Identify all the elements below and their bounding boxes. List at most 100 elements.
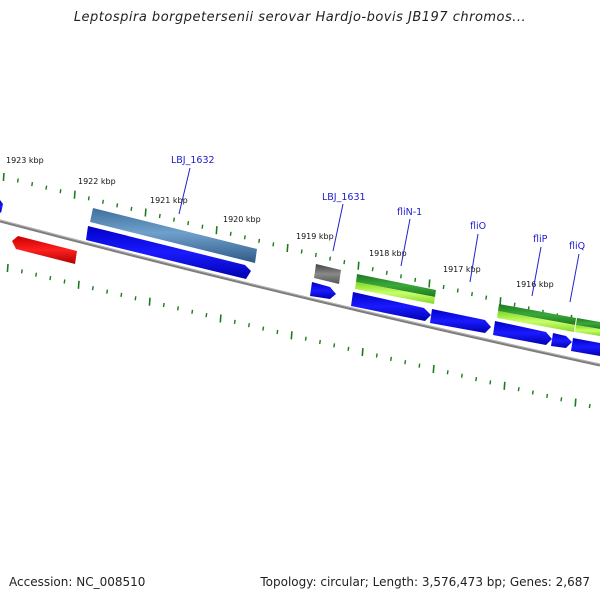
- ruler-label-1923: 1923 kbp: [6, 156, 44, 165]
- ruler-label-1922: 1922 kbp: [78, 177, 116, 186]
- ruler-tick-minor: [314, 252, 317, 258]
- cds-arrow-flio[interactable]: [430, 309, 491, 333]
- ruler-tick-minor: [404, 360, 407, 365]
- cds-arrow-flip[interactable]: [493, 321, 552, 345]
- gene-label-fliq[interactable]: fliQ: [569, 241, 585, 252]
- leader-fliq: [569, 253, 580, 303]
- cds-arrow-lbj1632[interactable]: [86, 226, 251, 279]
- ruler-tick-minor: [187, 220, 190, 226]
- ruler-tick-minor: [134, 296, 137, 301]
- gene-feature-flin1-cds[interactable]: [355, 282, 435, 304]
- gene-feature-flin1[interactable]: [356, 274, 436, 297]
- ruler-tick-minor: [375, 353, 378, 358]
- ruler-tick-minor: [162, 302, 165, 308]
- ruler-tick-minor: [319, 339, 321, 345]
- gene-feature-lbj1632[interactable]: [90, 208, 257, 263]
- gene-label-lbj1631[interactable]: LBJ_1631: [322, 192, 366, 203]
- ruler-tick-major: [77, 280, 80, 289]
- leader-flin1: [400, 218, 411, 267]
- gene-label-flin1[interactable]: fliN-1: [397, 207, 422, 218]
- ruler-tick-minor: [371, 267, 374, 272]
- topology-summary: Topology: circular; Length: 3,576,473 bp…: [260, 575, 590, 589]
- ruler-tick-major: [428, 279, 431, 288]
- ruler-tick-major: [503, 381, 506, 390]
- ruler-tick-minor: [258, 238, 261, 244]
- ruler-tick-major: [6, 263, 9, 273]
- ruler-tick-major: [148, 297, 151, 306]
- ruler-tick-minor: [63, 279, 66, 284]
- ruler-tick-minor: [347, 346, 350, 351]
- leader-flio: [469, 233, 479, 283]
- ruler-tick-major: [574, 398, 577, 407]
- ruler-tick-minor: [390, 356, 392, 362]
- ruler-label-1917: 1917 kbp: [443, 265, 481, 274]
- ruler-tick-minor: [106, 289, 109, 294]
- cds-arrow-fliq[interactable]: [551, 333, 572, 348]
- ruler-tick-minor: [272, 242, 275, 247]
- cds-arrow-lbj1631[interactable]: [310, 282, 336, 299]
- cds-reverse-arrow[interactable]: [12, 236, 77, 264]
- cds-arrow-flin1[interactable]: [351, 292, 431, 321]
- backbone-highlight: [0, 219, 600, 365]
- gene-feature-flip[interactable]: [498, 304, 576, 325]
- ruler-tick-major: [144, 208, 147, 217]
- gene-feature-lbj1631[interactable]: [314, 264, 341, 284]
- ruler-tick-minor: [343, 259, 346, 265]
- ruler-tick-minor: [248, 323, 250, 328]
- ruler-tick-minor: [546, 393, 549, 399]
- inner-ruler-ticks: [6, 263, 591, 409]
- gene-feature-flip-cds[interactable]: [497, 311, 575, 332]
- ruler-tick-minor: [276, 329, 279, 335]
- outer-ruler-ticks: [2, 172, 600, 329]
- ruler-tick-major: [215, 226, 218, 235]
- ruler-tick-minor: [588, 403, 591, 409]
- ruler-tick-major: [357, 261, 360, 270]
- ruler-tick-minor: [87, 196, 90, 201]
- gene-label-lbj1632[interactable]: LBJ_1632: [171, 155, 215, 166]
- leader-lbj1632: [178, 167, 191, 215]
- gene-label-flip[interactable]: fliP: [533, 234, 548, 245]
- cds-arrow-next[interactable]: [571, 338, 600, 356]
- ruler-tick-minor: [130, 206, 133, 212]
- ruler-tick-minor: [475, 376, 478, 382]
- ruler-tick-major: [432, 364, 435, 374]
- ruler-tick-major: [73, 190, 76, 199]
- gene-label-flio[interactable]: fliO: [470, 221, 486, 232]
- cds-arrow-edge[interactable]: [0, 200, 3, 213]
- ruler-tick-minor: [400, 274, 402, 279]
- ruler-tick-minor: [456, 288, 459, 293]
- ruler-tick-major: [499, 297, 502, 306]
- ruler-label-1918: 1918 kbp: [369, 249, 407, 258]
- accession-label: Accession: NC_008510: [9, 575, 146, 589]
- ruler-tick-minor: [205, 312, 208, 318]
- ruler-tick-minor: [35, 272, 38, 277]
- ruler-label-1921: 1921 kbp: [150, 196, 188, 205]
- gene-feature-fliq[interactable]: [576, 318, 600, 329]
- ruler-tick-minor: [31, 181, 34, 187]
- gene-feature-fliq-cds[interactable]: [575, 325, 600, 336]
- ruler-tick-minor: [513, 302, 516, 307]
- ruler-tick-minor: [177, 306, 179, 311]
- ruler-tick-minor: [158, 213, 161, 219]
- ruler-tick-minor: [16, 178, 19, 183]
- ruler-tick-minor: [300, 249, 303, 254]
- ruler-label-1919: 1919 kbp: [296, 232, 334, 241]
- ruler-tick-minor: [531, 390, 534, 395]
- ruler-tick-minor: [329, 256, 332, 261]
- ruler-tick-minor: [243, 235, 246, 240]
- ruler-tick-minor: [418, 363, 421, 368]
- ruler-tick-minor: [485, 295, 488, 300]
- backbone-track: [0, 219, 600, 367]
- ruler-tick-minor: [517, 387, 520, 392]
- ruler-label-1916: 1916 kbp: [516, 280, 554, 289]
- ruler-tick-minor: [116, 203, 119, 208]
- ruler-tick-major: [2, 172, 5, 182]
- ruler-tick-minor: [233, 319, 236, 325]
- ruler-tick-minor: [385, 270, 388, 275]
- ruler-tick-major: [286, 243, 289, 253]
- ruler-tick-minor: [59, 189, 62, 194]
- ruler-tick-minor: [262, 326, 265, 331]
- ruler-tick-minor: [560, 397, 563, 402]
- ruler-tick-minor: [414, 277, 417, 283]
